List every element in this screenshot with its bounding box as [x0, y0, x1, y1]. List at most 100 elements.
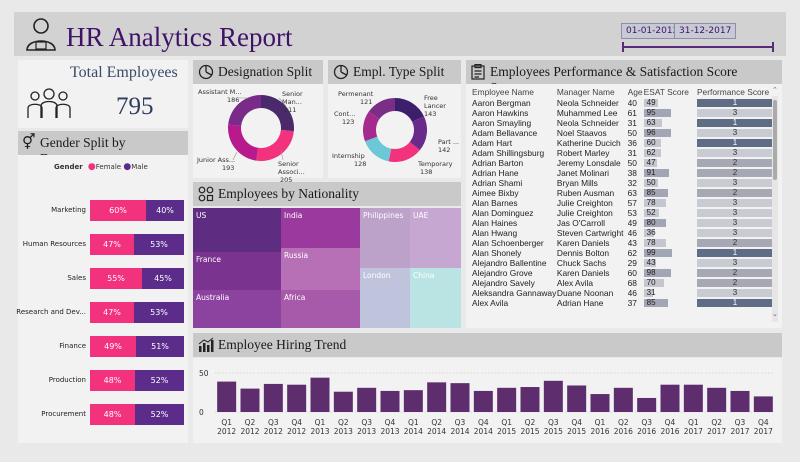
table-row[interactable]: Alan Hwang Steven Cartwright 46 36 3 — [472, 228, 772, 238]
esat-value: 62 — [646, 148, 656, 157]
hiring-bar[interactable] — [240, 388, 260, 412]
treemap-tile-australia[interactable]: Australia — [193, 290, 281, 328]
treemap-tile-uae[interactable]: UAE — [410, 208, 461, 268]
empl-type-slice[interactable] — [363, 111, 380, 142]
male-bar[interactable]: 52% — [135, 370, 184, 391]
hiring-bar[interactable] — [660, 384, 680, 412]
hiring-bar[interactable] — [730, 390, 750, 412]
performance-bar — [696, 289, 772, 297]
male-bar[interactable]: 53% — [134, 302, 184, 323]
table-row[interactable]: Aimee Bixby Ruben Ausman 63 85 2 — [472, 188, 772, 198]
hiring-bar[interactable] — [590, 394, 610, 412]
female-bar[interactable]: 48% — [90, 370, 135, 391]
treemap-tile-philippines[interactable]: Philippines — [360, 208, 410, 268]
hiring-bar[interactable] — [473, 390, 493, 412]
hiring-bar[interactable] — [380, 390, 400, 412]
col-performance-score[interactable]: Performance Score — [696, 87, 770, 97]
hiring-bar[interactable] — [707, 387, 727, 412]
hiring-bar[interactable] — [613, 387, 633, 412]
designation-slice[interactable] — [256, 129, 294, 161]
table-row[interactable]: Alan Dominguez Julie Creighton 53 52 3 — [472, 208, 772, 218]
col-manager-name[interactable]: Manager Name — [556, 87, 615, 97]
table-row[interactable]: Alejandro Grove Karen Daniels 60 98 2 — [472, 268, 772, 278]
female-bar[interactable]: 60% — [90, 200, 146, 221]
treemap-tile-india[interactable]: India — [281, 208, 360, 248]
designation-slice[interactable] — [228, 94, 261, 126]
table-row[interactable]: Aaron Bergman Neola Schneider 40 49 1 — [472, 98, 772, 108]
treemap-tile-us[interactable]: US — [193, 208, 281, 252]
table-row[interactable]: Alan Barnes Julie Creighton 57 78 3 — [472, 198, 772, 208]
col-age[interactable]: Age — [627, 87, 643, 97]
designation-slice[interactable] — [261, 95, 294, 132]
table-row[interactable]: Adrian Barton Jeremy Lonsdale 50 47 2 — [472, 158, 772, 168]
treemap-tile-russia[interactable]: Russia — [281, 248, 360, 290]
female-bar[interactable]: 48% — [90, 404, 135, 425]
hiring-bar[interactable] — [310, 377, 330, 412]
empl-type-slice[interactable] — [388, 141, 420, 162]
hiring-bar[interactable] — [637, 397, 657, 412]
esat-cell: 95 — [643, 108, 689, 118]
hiring-bar[interactable] — [427, 382, 447, 412]
male-bar[interactable]: 45% — [142, 268, 184, 289]
scroll-down-icon[interactable]: ⌄ — [772, 310, 778, 318]
employee-name-cell: Aaron Hawkins — [472, 108, 529, 118]
table-row[interactable]: Adam Shillingsburg Robert Marley 31 62 3 — [472, 148, 772, 158]
hiring-bar[interactable] — [543, 380, 563, 412]
male-bar[interactable]: 53% — [134, 234, 184, 255]
empl-type-slice[interactable] — [409, 116, 427, 151]
hiring-bar[interactable] — [683, 384, 703, 412]
x-tick-label: Q4 2016 — [660, 418, 680, 436]
hiring-bar[interactable] — [450, 383, 470, 412]
treemap-tile-london[interactable]: London — [360, 268, 410, 328]
col-esat-score[interactable]: ESAT Score — [643, 87, 689, 97]
hiring-bar[interactable] — [217, 381, 237, 412]
hiring-bar[interactable] — [520, 387, 540, 412]
table-scrollbar[interactable] — [772, 96, 778, 322]
table-row[interactable]: Alan Schoenberger Karen Daniels 43 78 2 — [472, 238, 772, 248]
table-row[interactable]: Alan Haines Jas O'Carroll 49 80 3 — [472, 218, 772, 228]
hiring-bar[interactable] — [357, 387, 377, 412]
designation-slice[interactable] — [228, 124, 259, 161]
date-slider[interactable] — [622, 42, 774, 52]
table-row[interactable]: Alejandro Ballentine Chuck Sachs 29 43 3 — [472, 258, 772, 268]
x-tick-label: Q2 2017 — [707, 418, 727, 436]
treemap-tile-france[interactable]: France — [193, 252, 281, 290]
male-bar[interactable]: 40% — [146, 200, 184, 221]
table-row[interactable]: Adam Hart Katherine Ducich 36 60 1 — [472, 138, 772, 148]
scroll-up-icon[interactable]: ⌃ — [772, 86, 778, 94]
hiring-bar[interactable] — [567, 385, 587, 412]
x-tick-label: Q3 2015 — [543, 418, 563, 436]
male-bar[interactable]: 52% — [135, 404, 184, 425]
table-row[interactable]: Adrian Shami Bryan Mills 32 50 3 — [472, 178, 772, 188]
empl-type-slice[interactable] — [365, 136, 392, 162]
table-row[interactable]: Aaron Hawkins Muhammed Lee 61 95 3 — [472, 108, 772, 118]
female-bar[interactable]: 49% — [90, 336, 136, 357]
date-end-input[interactable]: 31-12-2017 — [674, 23, 737, 39]
female-bar[interactable]: 55% — [90, 268, 142, 289]
table-row[interactable]: Aleksandra Gannaway Duane Noonan 46 31 3 — [472, 288, 772, 298]
female-bar[interactable]: 47% — [90, 234, 134, 255]
treemap-tile-africa[interactable]: Africa — [281, 290, 360, 328]
esat-bar — [643, 179, 658, 187]
male-bar[interactable]: 51% — [136, 336, 184, 357]
table-row[interactable]: Aaron Smayling Neola Schneider 31 63 1 — [472, 118, 772, 128]
manager-name-cell: Noel Staavos — [556, 128, 607, 138]
empl-type-donut — [363, 98, 427, 162]
female-bar[interactable]: 47% — [90, 302, 134, 323]
treemap-tile-china[interactable]: China — [410, 268, 461, 328]
empl-type-slice[interactable] — [395, 98, 424, 122]
hiring-bar[interactable] — [403, 390, 423, 412]
table-row[interactable]: Adrian Hane Janet Molinari 38 91 2 — [472, 168, 772, 178]
designation-label-senior-man: Senior Man... 211 — [282, 90, 303, 114]
empl-type-slice[interactable] — [368, 98, 395, 120]
table-row[interactable]: Alex Avila Adrian Hane 37 85 1 — [472, 298, 772, 308]
table-row[interactable]: Alejandro Savely Alex Avila 68 70 2 — [472, 278, 772, 288]
hiring-bar[interactable] — [287, 384, 307, 412]
hiring-bar[interactable] — [263, 383, 283, 412]
table-row[interactable]: Alan Shonely Dennis Bolton 62 99 1 — [472, 248, 772, 258]
hiring-bar[interactable] — [753, 396, 773, 412]
hiring-bar[interactable] — [497, 387, 517, 412]
hiring-bar[interactable] — [333, 391, 353, 412]
col-employee-name[interactable]: Employee Name — [472, 87, 534, 97]
table-row[interactable]: Adam Bellavance Noel Staavos 50 96 3 — [472, 128, 772, 138]
